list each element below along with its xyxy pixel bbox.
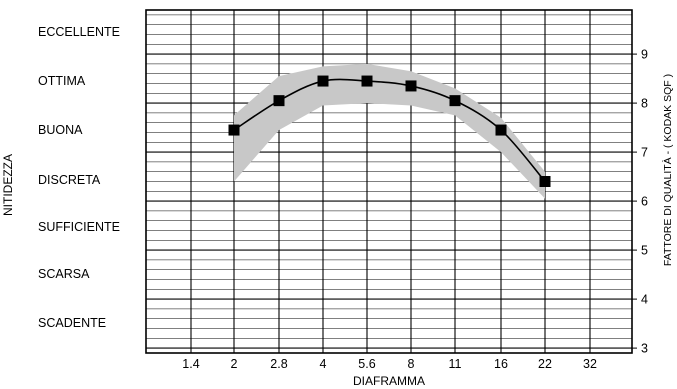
x-tick-label: 22	[538, 357, 552, 371]
left-category-label: SCADENTE	[38, 316, 106, 330]
series-markers	[228, 75, 551, 187]
x-tick-label: 8	[408, 357, 415, 371]
right-tick-label: 9	[641, 48, 648, 62]
grid	[146, 10, 637, 353]
right-tick-label: 3	[641, 342, 648, 356]
x-axis-title: DIAFRAMMA	[353, 374, 425, 388]
left-category-labels: ECCELLENTE OTTIMA BUONA DISCRETA SUFFICIENTE…	[38, 25, 120, 330]
x-tick-label: 2.8	[270, 357, 287, 371]
right-tick-label: 4	[641, 293, 648, 307]
right-tick-label: 5	[641, 244, 648, 258]
data-point	[361, 75, 373, 87]
data-point	[449, 95, 461, 107]
quality-band	[234, 63, 545, 199]
left-axis-title: NITIDEZZA	[1, 154, 15, 216]
x-tick-label: 32	[583, 357, 597, 371]
left-category-label: BUONA	[38, 123, 83, 137]
right-tick-label: 8	[641, 97, 648, 111]
x-tick-label: 11	[449, 357, 462, 371]
x-tick-label: 2	[231, 357, 238, 371]
x-tick-label: 4	[320, 357, 327, 371]
data-point	[539, 176, 551, 187]
left-category-label: SCARSA	[38, 267, 90, 281]
data-point	[495, 124, 507, 136]
x-tick-label: 16	[494, 357, 508, 371]
data-point	[228, 124, 240, 136]
x-tick-label: 1.4	[182, 357, 199, 371]
right-axis-title: FATTORE DI QUALITÀ - ( KODAK SQF )	[661, 74, 674, 266]
left-category-label: OTTIMA	[38, 74, 86, 88]
right-tick-label: 6	[641, 195, 648, 209]
left-category-label: SUFFICIENTE	[38, 220, 120, 234]
left-category-label: ECCELLENTE	[38, 25, 120, 39]
x-tick-labels: 1.4 2 2.8 4 5.6 8 11 16 22 32	[182, 357, 597, 371]
left-category-label: DISCRETA	[38, 173, 101, 187]
data-point	[317, 75, 329, 87]
plot-frame	[145, 9, 633, 354]
right-tick-labels: 9 8 7 6 5 4 3	[641, 48, 648, 356]
x-tick-label: 5.6	[358, 357, 375, 371]
right-tick-label: 7	[641, 146, 648, 160]
data-point	[273, 95, 285, 107]
data-point	[405, 80, 417, 92]
